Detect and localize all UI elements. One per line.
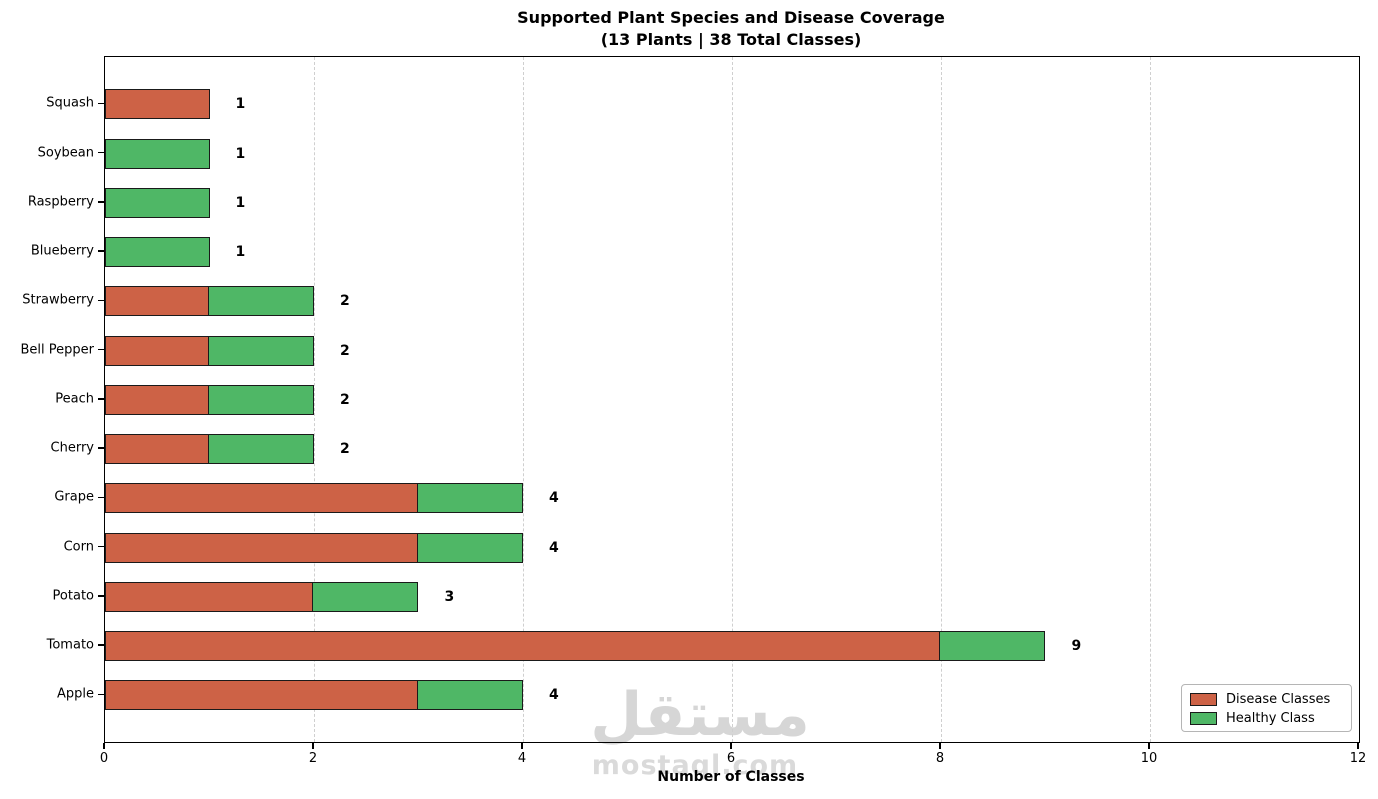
- y-tick-mark-5: [98, 348, 104, 351]
- x-tick-mark-10: [1148, 743, 1150, 749]
- x-tick-label-10: 10: [1140, 751, 1158, 766]
- disease-segment-squash: [105, 89, 210, 120]
- disease-classes-swatch: [1190, 693, 1217, 706]
- value-label-potato: 3: [444, 588, 455, 605]
- y-tick-label-strawberry: Strawberry: [22, 292, 94, 308]
- healthy-segment-tomato: [939, 631, 1046, 662]
- healthy-segment-soybean: [105, 138, 210, 169]
- y-tick-label-soybean: Soybean: [37, 145, 94, 161]
- x-tick-label-4: 4: [517, 751, 527, 766]
- y-tick-mark-9: [98, 545, 104, 548]
- value-label-soybean: 1: [235, 145, 246, 162]
- healthy-segment-grape: [416, 483, 523, 514]
- y-tick-mark-8: [98, 496, 104, 499]
- healthy-class-swatch: [1190, 712, 1217, 725]
- value-label-apple: 4: [549, 687, 559, 704]
- legend-label-healthy: Healthy Class: [1226, 711, 1315, 726]
- healthy-segment-peach: [207, 384, 314, 415]
- y-tick-label-corn: Corn: [63, 539, 94, 555]
- y-tick-mark-7: [98, 447, 104, 449]
- gridline-x8: [941, 57, 942, 742]
- x-tick-mark-6: [730, 743, 732, 749]
- disease-segment-peach: [105, 384, 210, 415]
- disease-segment-cherry: [105, 434, 210, 465]
- y-tick-label-potato: Potato: [52, 588, 94, 604]
- legend-item-healthy: Healthy Class: [1190, 709, 1343, 728]
- value-label-cherry: 2: [340, 441, 350, 458]
- legend: Disease Classes Healthy Class: [1181, 684, 1352, 732]
- disease-segment-tomato: [105, 631, 941, 662]
- value-label-bell-pepper: 2: [340, 342, 350, 359]
- x-tick-label-8: 8: [935, 751, 945, 766]
- y-tick-label-bell-pepper: Bell Pepper: [20, 342, 95, 358]
- healthy-segment-strawberry: [207, 286, 314, 317]
- plot-area: 1 1 1 1 2 2 2 2 4 4 3 9 4: [104, 56, 1360, 743]
- y-tick-label-grape: Grape: [54, 489, 94, 505]
- y-tick-mark-4: [98, 299, 104, 302]
- y-tick-label-peach: Peach: [55, 391, 94, 407]
- x-axis-title: Number of Classes: [657, 769, 805, 785]
- x-tick-mark-2: [312, 743, 314, 749]
- healthy-segment-raspberry: [105, 187, 210, 218]
- y-tick-label-blueberry: Blueberry: [30, 243, 94, 259]
- value-label-strawberry: 2: [340, 293, 350, 310]
- value-label-raspberry: 1: [235, 194, 246, 211]
- x-tick-mark-0: [103, 743, 105, 749]
- value-label-grape: 4: [549, 490, 559, 507]
- y-tick-mark-1: [98, 151, 104, 154]
- value-label-blueberry: 1: [235, 244, 246, 261]
- disease-segment-potato: [105, 581, 314, 612]
- healthy-segment-bell-pepper: [207, 335, 314, 366]
- watermark-latin: mostaql.com: [591, 750, 799, 781]
- disease-segment-grape: [105, 483, 419, 514]
- y-tick-label-cherry: Cherry: [50, 440, 94, 456]
- x-tick-label-0: 0: [99, 751, 109, 766]
- disease-segment-bell-pepper: [105, 335, 210, 366]
- gridline-x6: [732, 57, 733, 742]
- y-tick-mark-2: [98, 201, 104, 203]
- chart-subtitle: (13 Plants | 38 Total Classes): [600, 30, 862, 49]
- legend-label-disease: Disease Classes: [1226, 692, 1331, 707]
- healthy-segment-corn: [416, 532, 523, 563]
- x-tick-label-2: 2: [308, 751, 318, 766]
- y-tick-label-raspberry: Raspberry: [27, 194, 94, 210]
- y-tick-label-squash: Squash: [46, 95, 94, 111]
- y-tick-mark-6: [98, 398, 104, 400]
- value-label-corn: 4: [549, 539, 559, 556]
- x-tick-mark-4: [521, 743, 523, 749]
- y-tick-mark-11: [98, 644, 104, 646]
- y-tick-mark-0: [98, 102, 104, 105]
- gridline-x2: [314, 57, 315, 742]
- healthy-segment-cherry: [207, 434, 314, 465]
- x-tick-mark-8: [939, 743, 941, 749]
- y-tick-mark-3: [98, 250, 104, 252]
- chart-title: Supported Plant Species and Disease Cove…: [517, 8, 945, 27]
- x-tick-label-12: 12: [1349, 751, 1367, 766]
- y-tick-label-apple: Apple: [56, 686, 94, 702]
- legend-item-disease: Disease Classes: [1190, 690, 1343, 709]
- y-tick-mark-10: [98, 595, 104, 597]
- disease-segment-apple: [105, 680, 419, 711]
- x-tick-mark-12: [1357, 743, 1359, 749]
- y-tick-mark-12: [98, 693, 104, 696]
- healthy-segment-blueberry: [105, 237, 210, 268]
- disease-segment-corn: [105, 532, 419, 563]
- value-label-tomato: 9: [1071, 638, 1082, 655]
- gridline-x10: [1150, 57, 1151, 742]
- chart-title-block: Supported Plant Species and Disease Cove…: [104, 7, 1358, 51]
- gridline-x4: [523, 57, 524, 742]
- value-label-peach: 2: [340, 391, 350, 408]
- x-tick-label-6: 6: [726, 751, 736, 766]
- healthy-segment-apple: [416, 680, 523, 711]
- watermark-arabic: مستقل: [590, 680, 810, 750]
- healthy-segment-potato: [312, 581, 419, 612]
- y-tick-label-tomato: Tomato: [46, 637, 94, 653]
- value-label-squash: 1: [235, 96, 246, 113]
- disease-segment-strawberry: [105, 286, 210, 317]
